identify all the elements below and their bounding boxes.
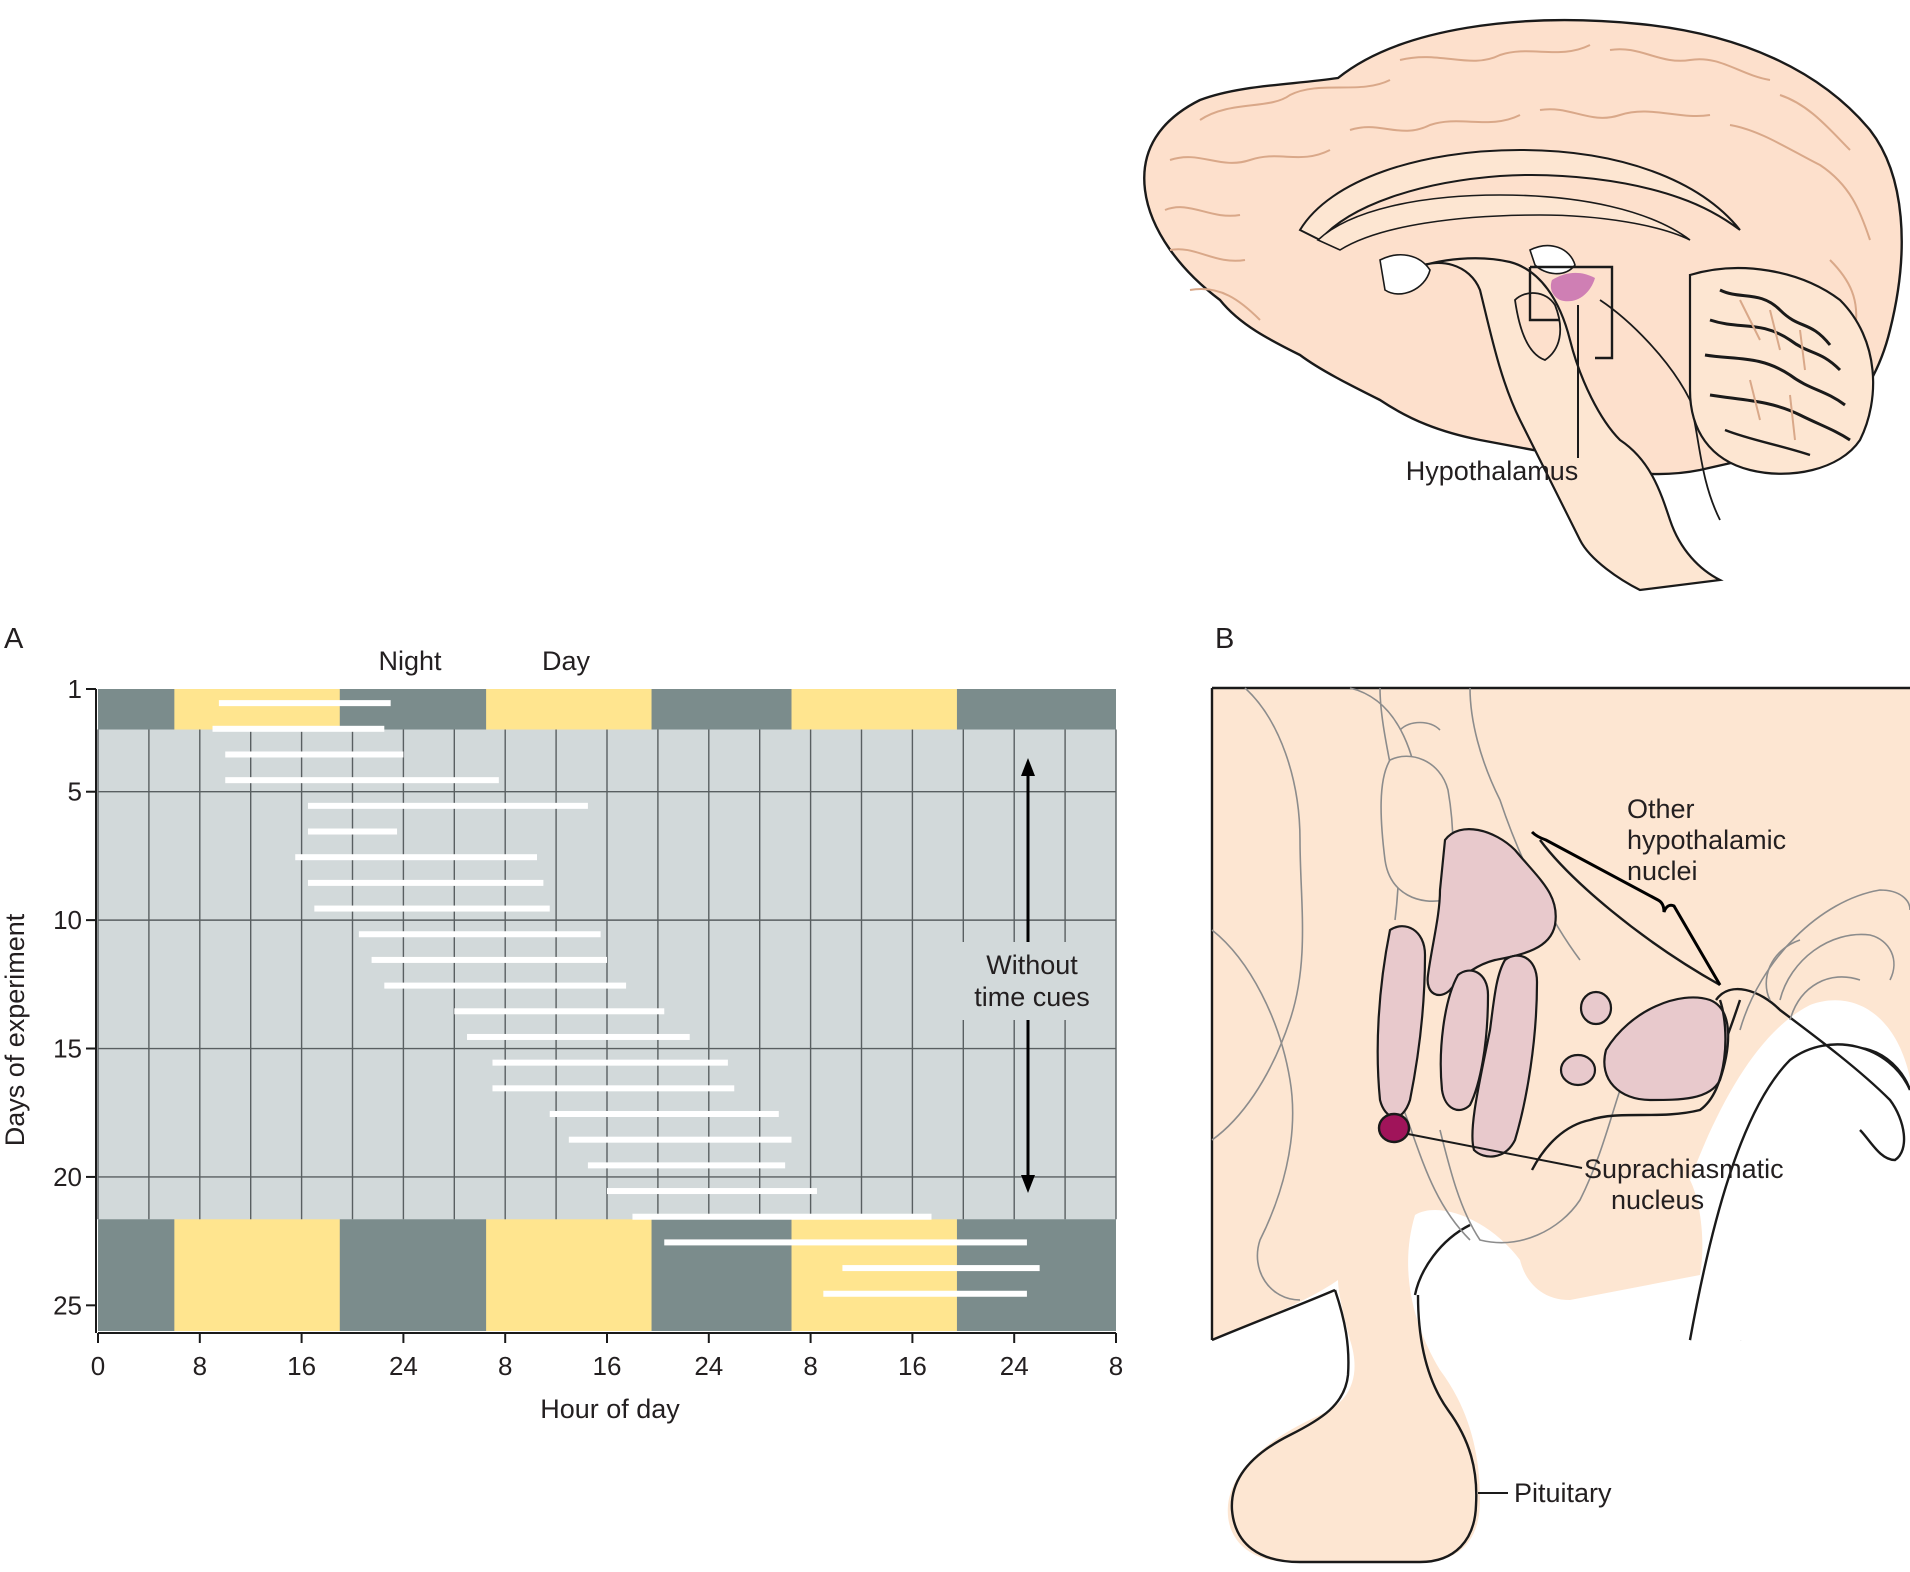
y-tick-label: 20 — [53, 1162, 82, 1192]
suprachiasmatic-nucleus — [1377, 1112, 1411, 1144]
activity-bar — [358, 931, 601, 938]
x-axis-label: Hour of day — [540, 1394, 680, 1424]
panel-b-letter: B — [1215, 623, 1234, 655]
activity-bar — [492, 1059, 728, 1066]
tissue-contours — [1211, 687, 1910, 1301]
hypothalamus-label: Hypothalamus — [1406, 456, 1579, 486]
activity-bar — [225, 777, 499, 784]
x-tick-label: 16 — [287, 1351, 316, 1381]
x-tick-label: 24 — [389, 1351, 418, 1381]
x-tick-label: 8 — [498, 1351, 512, 1381]
activity-bar — [823, 1290, 1027, 1297]
corpus-callosum — [1298, 148, 1741, 242]
y-tick-label: 1 — [68, 674, 82, 704]
day-label: Day — [542, 646, 591, 676]
panel-a-letter: A — [4, 623, 24, 655]
x-tick-label: 8 — [803, 1351, 817, 1381]
x-tick-label: 16 — [593, 1351, 622, 1381]
activity-bar — [212, 725, 385, 732]
scn-label-2: nucleus — [1611, 1185, 1704, 1215]
activity-bar — [218, 700, 391, 707]
nucleus-paraventricular — [1426, 828, 1557, 997]
panel-a-actogram: A Night Day 0 8 16 24 8 16 24 8 16 24 81510152025 … — [0, 623, 1123, 1424]
activity-bars — [212, 700, 1040, 1297]
activity-bar — [295, 854, 538, 861]
y-tick-label: 15 — [53, 1034, 82, 1064]
night-label: Night — [378, 646, 442, 676]
x-tick-label: 0 — [91, 1351, 105, 1381]
activity-bar — [492, 1085, 735, 1092]
y-tick-label: 25 — [53, 1290, 82, 1320]
y-tick-label: 5 — [68, 777, 82, 807]
activity-bar — [607, 1188, 817, 1195]
hypothalamic-nuclei — [1376, 828, 1730, 1158]
y-tick-label: 10 — [53, 905, 82, 935]
x-tick-label: 8 — [193, 1351, 207, 1381]
other-nuclei-label-2: hypothalamic — [1627, 825, 1786, 855]
x-tick-label: 8 — [1109, 1351, 1123, 1381]
y-axis-label: Days of experiment — [0, 913, 30, 1146]
hypothalamus-inset-box — [1530, 265, 1614, 360]
activity-bar — [842, 1265, 1040, 1272]
activity-bar — [307, 879, 544, 886]
activity-bar — [314, 905, 550, 912]
arrow-label-without: Without — [986, 950, 1078, 980]
free-running-arrow — [960, 758, 1096, 1193]
activity-bar — [384, 982, 627, 989]
activity-bar — [549, 1111, 779, 1118]
activity-bar — [454, 1008, 665, 1015]
activity-bar — [467, 1033, 690, 1040]
brainstem — [1409, 257, 1724, 592]
cerebellum — [1688, 267, 1875, 475]
nucleus-column-3 — [1471, 954, 1539, 1158]
x-tick-label: 16 — [898, 1351, 927, 1381]
panel-b-hypothalamus-detail: B — [1210, 623, 1910, 1564]
gyri — [1164, 44, 1871, 411]
third-ventricle — [1690, 1044, 1910, 1340]
nucleus-small-1 — [1579, 990, 1613, 1026]
actogram-grid — [97, 729, 1117, 1220]
activity-bar — [632, 1213, 932, 1220]
hypothalamus-highlight — [1550, 272, 1595, 302]
activity-bar — [225, 751, 404, 758]
other-nuclei-label-3: nuclei — [1627, 856, 1698, 886]
brain-sagittal-illustration: Hypothalamus — [1143, 19, 1903, 592]
activity-bar — [307, 828, 398, 835]
activity-bar — [371, 956, 607, 963]
x-tick-label: 24 — [1000, 1351, 1029, 1381]
x-tick-label: 24 — [694, 1351, 723, 1381]
tissue-block — [1212, 688, 1910, 1562]
activity-bar — [587, 1162, 786, 1169]
other-nuclei-bracket — [1530, 830, 1722, 986]
activity-bar — [307, 802, 588, 809]
scn-label-1: Suprachiasmatic — [1584, 1154, 1784, 1184]
nucleus-small-2 — [1559, 1053, 1597, 1087]
other-nuclei-label-1: Other — [1627, 794, 1695, 824]
nucleus-column-1 — [1376, 925, 1427, 1118]
activity-bar — [568, 1136, 792, 1143]
nucleus-column-2 — [1439, 969, 1490, 1112]
pituitary-label: Pituitary — [1514, 1478, 1612, 1508]
arrow-label-time-cues: time cues — [974, 982, 1090, 1012]
scn-leader-line — [1407, 1133, 1583, 1169]
activity-bar — [664, 1239, 1027, 1246]
